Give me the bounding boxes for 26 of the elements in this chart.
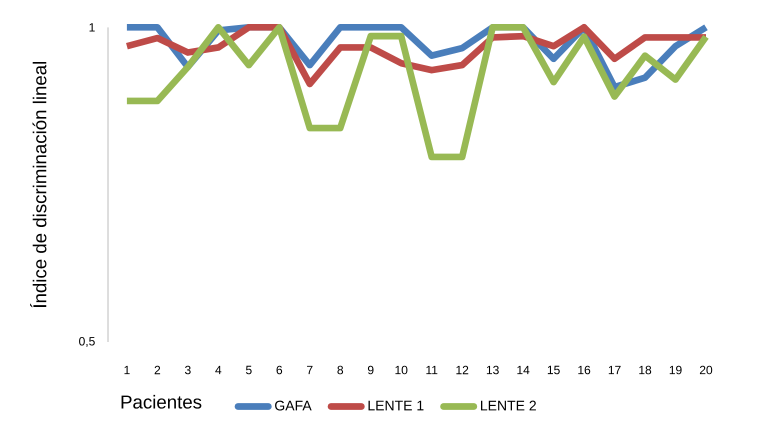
legend-label: LENTE 1 (368, 400, 424, 410)
x-tick-label: 15 (548, 366, 560, 374)
x-tick-label: 1 (124, 366, 130, 374)
y-axis-title: Índice de discriminación lineal (30, 62, 46, 308)
x-tick-label: 8 (337, 366, 344, 374)
y-tick-label: 0,5 (79, 337, 95, 347)
x-tick-label: 5 (246, 366, 252, 374)
x-tick-label: 9 (368, 366, 374, 374)
x-tick-label: 12 (456, 366, 468, 374)
legend-label: LENTE 2 (481, 400, 536, 410)
x-tick-label: 19 (670, 366, 682, 374)
x-tick-label: 16 (578, 366, 590, 374)
legend-label: GAFA (275, 400, 312, 411)
x-tick-label: 13 (486, 366, 499, 374)
x-tick-label: 17 (608, 366, 621, 374)
x-tick-label: 7 (307, 366, 312, 374)
x-tick-label: 18 (639, 366, 652, 374)
x-tick-label: 14 (517, 366, 530, 374)
x-tick-label: 3 (184, 366, 191, 374)
x-tick-label: 2 (154, 366, 160, 374)
x-tick-label: 4 (215, 366, 222, 374)
x-axis-title: Pacientes (122, 394, 202, 409)
x-tick-label: 11 (426, 366, 438, 374)
x-tick-label: 6 (276, 366, 282, 374)
x-tick-label: 20 (700, 366, 712, 374)
x-tick-label: 10 (395, 366, 408, 374)
